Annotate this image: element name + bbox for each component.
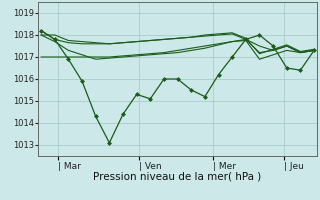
X-axis label: Pression niveau de la mer( hPa ): Pression niveau de la mer( hPa ) (93, 172, 262, 182)
